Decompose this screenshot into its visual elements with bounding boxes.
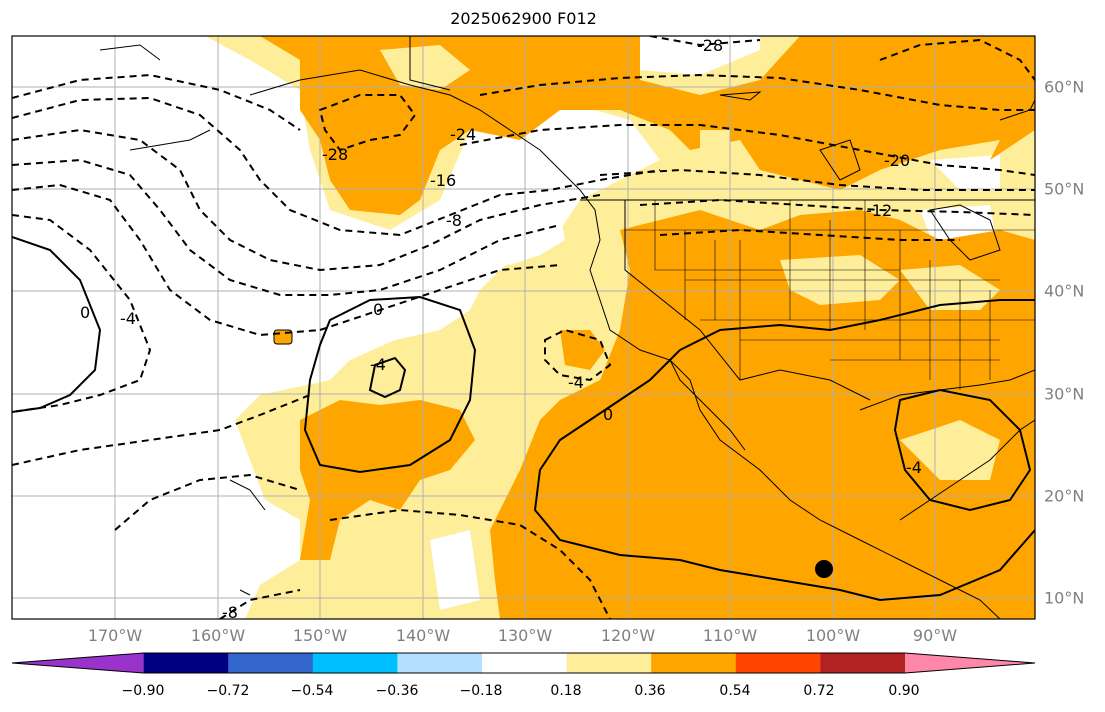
colorbar-tick-label: 0.36: [634, 683, 666, 699]
lon-tick-label: 150°W: [292, 626, 348, 645]
colorbar: [11, 652, 1036, 674]
colorbar-segment: [735, 653, 821, 673]
contour-label: -4: [370, 355, 386, 374]
colorbar-segment: [820, 653, 906, 673]
colorbar-segment: [12, 653, 144, 673]
graticule: [12, 36, 1035, 619]
lon-tick-label: 100°W: [805, 626, 861, 645]
colorbar-segment: [482, 653, 568, 673]
contour-label: -28: [322, 145, 348, 164]
colorbar-segment: [651, 653, 737, 673]
lat-tick-label: 20°N: [1044, 486, 1085, 506]
lat-tick-label: 60°N: [1044, 77, 1085, 97]
colorbar-outline: [11, 652, 1036, 674]
colorbar-tick-label: −0.90: [121, 683, 165, 699]
colorbar-tick-label: 0.54: [719, 683, 751, 699]
colorbar-segment: [312, 653, 398, 673]
lat-tick-label: 50°N: [1044, 179, 1085, 199]
lon-tick-label: 160°W: [190, 626, 246, 645]
colorbar-segment: [905, 653, 1035, 673]
coastlines: [99, 36, 1035, 619]
colorbar-tick-label: 0.72: [803, 683, 835, 699]
contour-label: -24: [450, 125, 476, 144]
lon-tick-label: 120°W: [600, 626, 656, 645]
contour-label: -8: [446, 211, 462, 230]
lat-tick-label: 30°N: [1044, 384, 1085, 404]
lon-tick-label: 130°W: [497, 626, 553, 645]
contour-label: -8: [222, 603, 238, 622]
lat-tick-label: 10°N: [1044, 588, 1085, 608]
colorbar-segment: [566, 653, 652, 673]
colorbar-tick-label: 0.18: [550, 683, 582, 699]
contour-label: -16: [430, 171, 456, 190]
contour-label: -20: [884, 151, 910, 170]
colorbar-segment: [397, 653, 483, 673]
lat-tick-label: 40°N: [1044, 281, 1085, 301]
contour-label: -4: [120, 309, 136, 328]
contour-label: -4: [568, 373, 584, 392]
colorbar-tick-label: −0.54: [290, 683, 334, 699]
contour-label: 0: [603, 405, 613, 424]
location-marker: [815, 560, 833, 578]
colorbar-tick-label: −0.36: [375, 683, 419, 699]
negative-contours: [12, 36, 1035, 619]
colorbar-tick-label: −0.72: [206, 683, 250, 699]
colorbar-tick-label: −0.18: [459, 683, 503, 699]
lon-tick-label: 140°W: [395, 626, 451, 645]
contour-label: -28: [697, 36, 723, 55]
zero-contours: [12, 236, 1035, 602]
contour-label: 0: [80, 303, 90, 322]
colorbar-segment: [143, 653, 229, 673]
anomaly-fill-low: [380, 45, 1000, 480]
contour-label: -4: [906, 458, 922, 477]
map-title: 2025062900 F012: [450, 9, 597, 28]
contour-label: -12: [866, 201, 892, 220]
colorbar-tick-label: 0.90: [888, 683, 920, 699]
map-frame: [11, 35, 1036, 620]
lon-tick-label: 110°W: [702, 626, 758, 645]
lon-tick-label: 170°W: [87, 626, 143, 645]
state-borders: [625, 200, 1035, 390]
contour-label: 0: [373, 300, 383, 319]
colorbar-segment: [228, 653, 314, 673]
lon-tick-label: 90°W: [912, 626, 958, 645]
